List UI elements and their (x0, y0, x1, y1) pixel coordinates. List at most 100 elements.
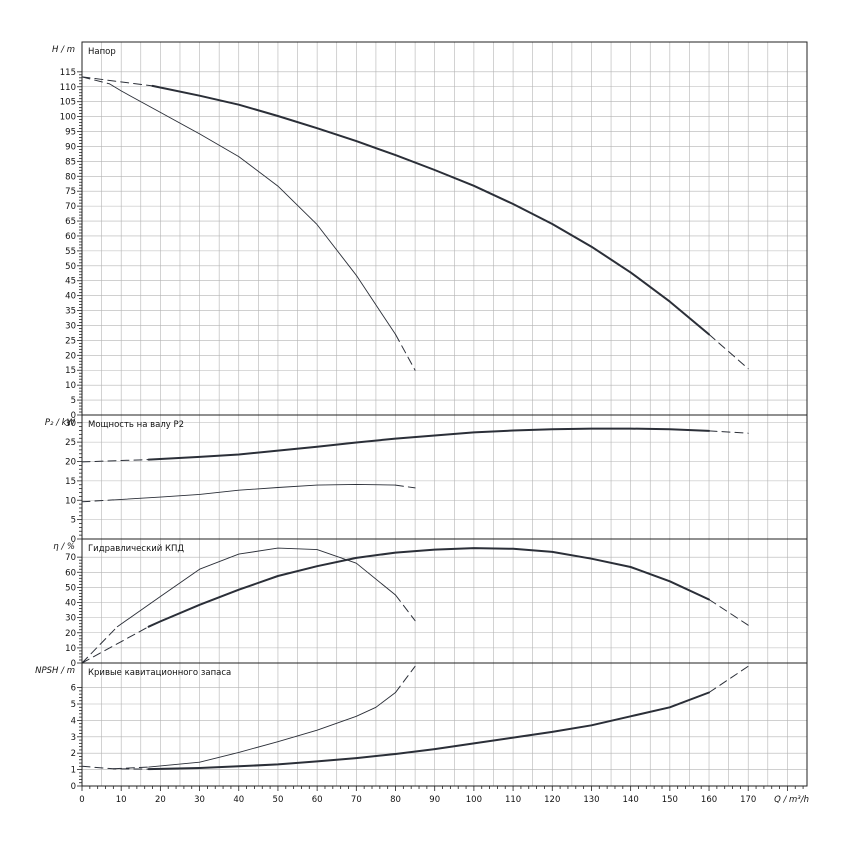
y-tick-label: 20 (65, 351, 76, 361)
series-line-power-min-dashed-end (395, 484, 416, 489)
y-tick-label: 30 (65, 321, 76, 331)
series-line-efficiency-max-dashed-end (708, 599, 749, 626)
y-tick-label: 0 (71, 782, 76, 792)
y-tick-label: 5 (71, 516, 76, 526)
series-line-power-min-dashed-start (81, 499, 114, 503)
y-tick-label: 25 (65, 336, 76, 346)
series-line-head-max-dashed-start (81, 76, 153, 87)
series-line-efficiency-min (116, 547, 396, 628)
y-tick-label: 70 (65, 202, 76, 212)
y-tick-label: 85 (65, 157, 76, 167)
y-tick-label: 40 (65, 599, 76, 609)
y-tick-label: 5 (71, 396, 76, 406)
y-tick-label: 10 (65, 381, 76, 391)
y-tick-label: 2 (71, 749, 76, 759)
y-tick-label: 50 (65, 583, 76, 593)
panel-title-npsh: Кривые кавитационного запаса (88, 668, 231, 678)
y-tick-label: 40 (65, 292, 76, 302)
y-tick-label: 6 (71, 684, 76, 694)
x-axis-label: Q / m³/h (774, 795, 809, 805)
y-tick-label: 90 (65, 142, 76, 152)
series-line-npsh-max (147, 691, 710, 771)
x-tick-label: 0 (79, 795, 84, 805)
y-tick-label: 35 (65, 307, 76, 317)
series-line-npsh-min-dashed-end (395, 665, 416, 693)
y-tick-label: 60 (65, 232, 76, 242)
x-tick-label: 70 (351, 795, 362, 805)
y-tick-label: 4 (71, 716, 76, 726)
y-axis-label-npsh: NPSH / m (35, 666, 75, 676)
y-tick-label: 45 (65, 277, 76, 287)
x-tick-label: 110 (505, 795, 521, 805)
y-tick-label: 30 (65, 614, 76, 624)
series-line-npsh-min (148, 692, 396, 768)
x-tick-label: 130 (583, 795, 599, 805)
y-tick-label: 0 (71, 535, 76, 545)
y-tick-label: 75 (65, 187, 76, 197)
y-tick-label: 20 (65, 629, 76, 639)
x-tick-label: 160 (701, 795, 717, 805)
x-tick-label: 100 (466, 795, 482, 805)
y-tick-label: 50 (65, 262, 76, 272)
y-tick-label: 0 (71, 411, 76, 421)
y-axis-label-power: P₂ / kW (45, 418, 76, 428)
y-tick-label: 95 (65, 128, 76, 138)
y-axis-label-efficiency: η / % (53, 542, 75, 552)
x-tick-label: 40 (233, 795, 244, 805)
x-tick-label: 20 (155, 795, 166, 805)
x-tick-label: 10 (116, 795, 127, 805)
series-line-power-max (147, 427, 710, 461)
x-tick-label: 140 (623, 795, 639, 805)
series-line-efficiency-min-dashed-start (81, 626, 118, 664)
series-line-head-max-dashed-end (708, 333, 749, 370)
panel-frame-npsh (81, 662, 808, 787)
x-tick-label: 30 (194, 795, 205, 805)
y-tick-label: 55 (65, 247, 76, 257)
series-line-efficiency-max (147, 547, 710, 628)
series-line-power-max-dashed-start (81, 459, 150, 463)
y-tick-label: 110 (60, 83, 76, 93)
y-tick-label: 10 (65, 644, 76, 654)
series-line-head-min (108, 83, 396, 335)
y-tick-label: 0 (71, 659, 76, 669)
panel-frame-power (81, 414, 808, 540)
y-tick-label: 20 (65, 458, 76, 468)
series-line-head-min-dashed-start (81, 76, 110, 85)
y-tick-label: 30 (65, 419, 76, 429)
y-tick-label: 3 (71, 733, 76, 743)
panel-title-head: Напор (88, 47, 116, 57)
y-tick-label: 60 (65, 568, 76, 578)
y-tick-label: 105 (60, 98, 76, 108)
y-tick-label: 15 (65, 366, 76, 376)
series-line-efficiency-max-dashed-start (81, 626, 150, 664)
panel-frame-head (81, 41, 808, 416)
y-tick-label: 25 (65, 438, 76, 448)
x-tick-label: 150 (662, 795, 678, 805)
series-line-npsh-max-dashed-end (708, 665, 749, 693)
x-tick-label: 120 (544, 795, 560, 805)
series-line-power-min (112, 483, 396, 501)
y-tick-label: 15 (65, 477, 76, 487)
series-line-npsh-min-dashed-start (112, 766, 150, 770)
x-tick-label: 170 (740, 795, 756, 805)
y-tick-label: 65 (65, 217, 76, 227)
series-line-head-max (151, 84, 710, 336)
x-tick-label: 50 (273, 795, 284, 805)
y-tick-label: 100 (60, 113, 76, 123)
y-tick-label: 70 (65, 553, 76, 563)
y-tick-label: 115 (60, 68, 76, 78)
y-tick-label: 80 (65, 172, 76, 182)
y-axis-label-head: H / m (52, 45, 75, 55)
series-line-power-max-dashed-end (708, 430, 749, 434)
series-line-efficiency-min-dashed-end (395, 594, 416, 622)
x-tick-label: 80 (390, 795, 401, 805)
x-tick-label: 90 (429, 795, 440, 805)
x-tick-label: 60 (312, 795, 323, 805)
panel-frame-efficiency (81, 538, 808, 664)
series-line-head-min-dashed-end (395, 333, 416, 371)
panel-title-efficiency: Гидравлический КПД (88, 544, 184, 554)
y-tick-label: 5 (71, 700, 76, 710)
y-tick-label: 1 (71, 766, 76, 776)
y-tick-label: 10 (65, 496, 76, 506)
